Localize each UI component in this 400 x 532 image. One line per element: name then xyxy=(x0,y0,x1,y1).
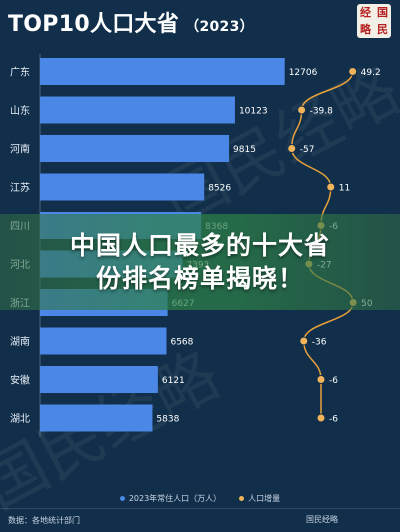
legend-swatch-increase xyxy=(239,495,245,501)
category-label: 湖北 xyxy=(10,413,30,425)
bar-value-label: 10123 xyxy=(239,107,268,117)
bar-value-label: 6568 xyxy=(170,338,193,348)
category-label: 广东 xyxy=(10,66,30,79)
bar-value-label: 9815 xyxy=(233,145,256,155)
bar-value-label: 5838 xyxy=(156,415,179,425)
increase-value-label: -6 xyxy=(329,376,338,386)
headline-line-1: 中国人口最多的十大省 xyxy=(69,231,330,260)
bar xyxy=(40,366,158,393)
legend-label-increase: 人口增量 xyxy=(248,493,281,503)
increase-value-label: 11 xyxy=(339,184,350,194)
category-label: 河南 xyxy=(10,143,30,156)
legend-item-population: 2023年常住人口（万人） xyxy=(119,493,222,504)
bar xyxy=(40,173,205,201)
legend-item-increase: 人口增量 xyxy=(239,493,280,504)
increase-value-label: -39.8 xyxy=(310,107,334,117)
data-source: 数据：各地统计部门 xyxy=(8,516,80,525)
headline-banner: 中国人口最多的十大省 份排名榜单揭晓！ xyxy=(0,214,400,310)
bar xyxy=(40,96,235,124)
increase-point xyxy=(316,375,326,384)
increase-point xyxy=(316,413,326,423)
header: TOP10人口大省 （2023） 经 国 略 民 xyxy=(0,0,400,48)
increase-value-label: -6 xyxy=(329,415,338,425)
logo-char: 经 xyxy=(360,6,371,19)
headline-line-2: 份排名榜单揭晓！ xyxy=(95,264,304,293)
category-label: 江苏 xyxy=(10,181,30,194)
chart-legend: 2023年常住人口（万人） 人口增量 xyxy=(0,490,400,506)
increase-value-label: 49.2 xyxy=(361,68,381,78)
bar-value-label: 6121 xyxy=(162,376,185,386)
title-year: （2023） xyxy=(185,19,254,35)
increase-value-label: -57 xyxy=(300,145,315,155)
logo-char: 国 xyxy=(377,6,388,19)
increase-point xyxy=(287,144,297,153)
category-label: 山东 xyxy=(10,104,30,117)
category-label: 湖南 xyxy=(10,335,30,348)
increase-point xyxy=(299,336,309,346)
title-text: TOP10人口大省 xyxy=(8,12,180,37)
legend-swatch-population xyxy=(119,495,125,501)
logo-char: 略 xyxy=(360,23,371,36)
legend-label-population: 2023年常住人口（万人） xyxy=(128,493,222,503)
bar xyxy=(40,135,230,162)
footer: 数据：各地统计部门 国民经略 xyxy=(0,508,400,532)
bar xyxy=(40,58,285,85)
increase-point xyxy=(326,182,336,192)
page-title: TOP10人口大省 （2023） xyxy=(8,6,254,38)
increase-point xyxy=(297,105,307,115)
increase-value-label: -36 xyxy=(312,338,327,348)
bar-value-label: 12706 xyxy=(289,68,318,78)
logo-char: 民 xyxy=(377,23,388,36)
bar xyxy=(40,327,167,355)
brand-logo: 经 国 略 民 xyxy=(357,4,391,38)
category-label: 安徽 xyxy=(10,374,30,387)
bar-value-label: 8526 xyxy=(208,184,231,194)
footer-brand: 国民经略 xyxy=(306,515,338,524)
bar xyxy=(40,404,153,432)
increase-point xyxy=(348,67,358,76)
